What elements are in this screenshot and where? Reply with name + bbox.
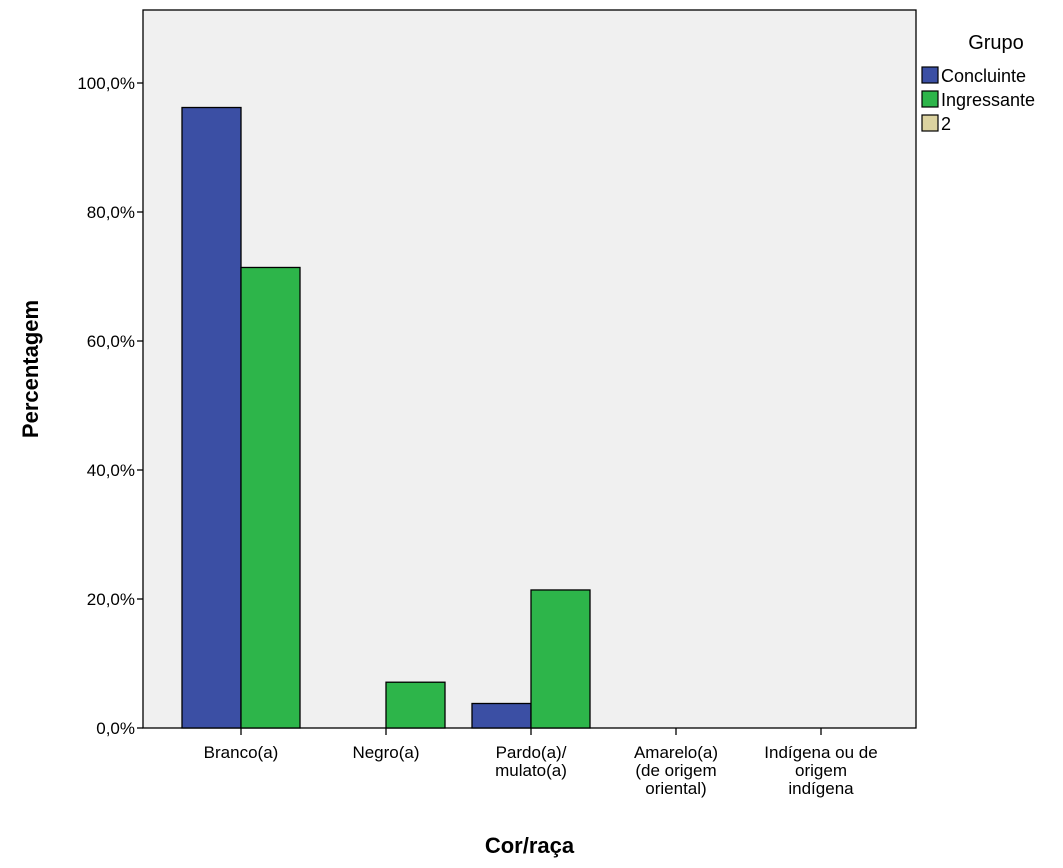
legend-swatch xyxy=(921,90,939,108)
y-axis-title: Percentagem xyxy=(18,300,43,438)
y-tick-label: 100,0% xyxy=(77,74,135,93)
y-tick-label: 80,0% xyxy=(87,203,135,222)
bar-ingressante xyxy=(240,266,301,729)
legend: Grupo Concluinte Ingressante 2 xyxy=(921,32,1035,134)
x-tick-label: Branco(a) xyxy=(204,743,279,762)
x-axis-title: Cor/raça xyxy=(485,833,575,858)
bar-concluinte xyxy=(471,702,532,729)
bar-ingressante xyxy=(385,681,446,729)
bar-concluinte xyxy=(181,106,242,729)
y-tick-label: 0,0% xyxy=(96,719,135,738)
y-tick-label: 60,0% xyxy=(87,332,135,351)
y-tick-label: 20,0% xyxy=(87,590,135,609)
x-tick-label: Amarelo(a) (de origem oriental) xyxy=(634,743,718,798)
y-axis: 0,0% 20,0% 40,0% 60,0% 80,0% 100,0% xyxy=(77,74,143,738)
bars-layer xyxy=(181,106,591,729)
legend-swatch xyxy=(921,114,939,132)
x-axis: Branco(a) Negro(a) Pardo(a)/mulato(a) Amare… xyxy=(204,728,878,798)
y-tick-label: 40,0% xyxy=(87,461,135,480)
legend-label: Ingressante xyxy=(941,90,1035,110)
bar-ingressante xyxy=(530,589,591,729)
x-tick-label: Pardo(a)/mulato(a) xyxy=(495,743,567,780)
legend-label: Concluinte xyxy=(941,66,1026,86)
legend-label: 2 xyxy=(941,114,951,134)
x-tick-label: Indígena ou de origem indígena xyxy=(764,743,877,798)
legend-swatch xyxy=(921,66,939,84)
legend-title: Grupo xyxy=(968,32,1024,54)
x-tick-label: Negro(a) xyxy=(352,743,419,762)
